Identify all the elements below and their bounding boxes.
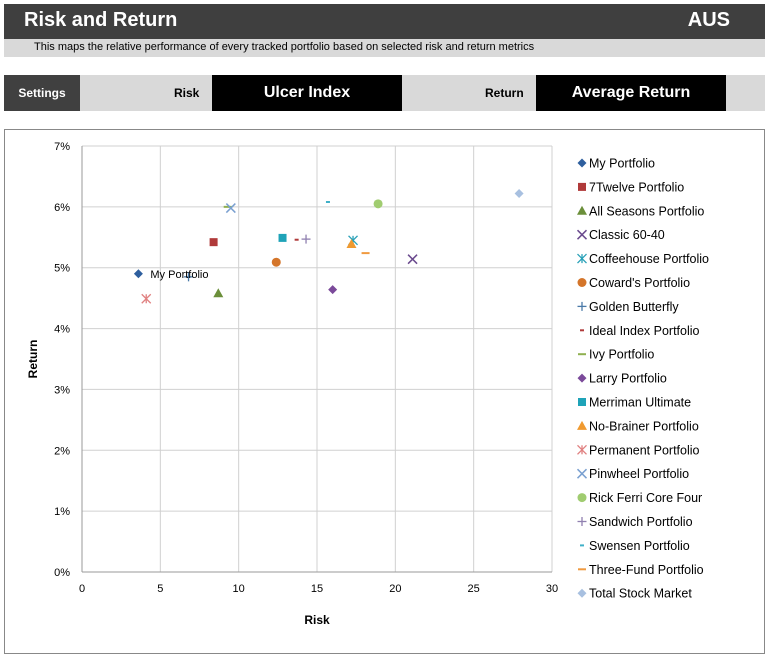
legend-marker-rick-ferri-core-four (577, 493, 587, 503)
legend-label-golden-butterfly: Golden Butterfly (589, 300, 679, 314)
data-point-permanent-portfolio (141, 293, 152, 304)
legend-label-merriman-ultimate: Merriman Ultimate (589, 396, 691, 410)
risk-label: Risk (174, 86, 200, 100)
legend-marker-larry-portfolio (577, 373, 587, 383)
data-point-all-seasons-portfolio (213, 288, 224, 298)
data-point-sandwich-portfolio (301, 234, 311, 244)
data-point-7twelve-portfolio (209, 238, 218, 247)
title-bar: Risk and Return AUS (4, 4, 765, 39)
legend-label-ivy-portfolio: Ivy Portfolio (589, 348, 654, 362)
legend-label-7twelve-portfolio: 7Twelve Portfolio (589, 180, 684, 194)
data-point-my-portfolio (133, 269, 143, 279)
data-point-merriman-ultimate (278, 233, 287, 242)
page-subtitle: This maps the relative performance of ev… (34, 41, 535, 53)
x-axis-title: Risk (304, 613, 330, 627)
risk-metric-select[interactable]: Ulcer Index (212, 75, 402, 111)
chart-frame: 0% 1% 2% 3% 4% 5% 6% 7% 0 5 10 15 20 25 30 Risk Return My… (4, 129, 765, 654)
legend-label-pinwheel-portfolio: Pinwheel Portfolio (589, 467, 689, 481)
x-tick-label: 5 (157, 583, 163, 595)
legend-marker-my-portfolio (577, 158, 587, 168)
legend-label-sandwich-portfolio: Sandwich Portfolio (589, 515, 693, 529)
legend-marker-no-brainer-portfolio (577, 420, 587, 430)
y-tick-label: 5% (54, 263, 70, 275)
y-tick-label: 2% (54, 445, 70, 457)
legend-label-permanent-portfolio: Permanent Portfolio (589, 443, 700, 457)
scatter-chart: 0% 1% 2% 3% 4% 5% 6% 7% 0 5 10 15 20 25 30 Risk Return My… (26, 141, 709, 627)
data-point-larry-portfolio (328, 285, 338, 295)
legend-label-all-seasons-portfolio: All Seasons Portfolio (589, 204, 704, 218)
x-tick-label: 0 (79, 583, 85, 595)
legend-marker-total-stock-market (577, 588, 587, 598)
legend-marker-coward-s-portfolio (577, 278, 587, 287)
data-point-total-stock-market (514, 188, 524, 198)
legend-marker-pinwheel-portfolio (576, 468, 588, 479)
y-tick-label: 0% (54, 567, 70, 579)
legend-marker-classic-60-40 (576, 229, 588, 240)
data-point-no-brainer-portfolio (346, 238, 357, 248)
page-title: Risk and Return (24, 9, 178, 31)
point-annotation: My Portfolio (150, 269, 208, 281)
legend-marker-all-seasons-portfolio (577, 205, 587, 215)
legend-label-ideal-index-portfolio: Ideal Index Portfolio (589, 324, 700, 338)
region-label: AUS (687, 9, 730, 31)
legend-label-swensen-portfolio: Swensen Portfolio (589, 539, 690, 553)
y-tick-label: 4% (54, 324, 70, 336)
x-tick-label: 25 (468, 583, 480, 595)
y-tick-label: 7% (54, 141, 70, 153)
y-tick-label: 6% (54, 202, 70, 214)
return-label: Return (485, 86, 524, 100)
data-point-rick-ferri-core-four (373, 199, 383, 209)
legend-marker-7twelve-portfolio (578, 182, 586, 191)
settings-button[interactable]: Settings (4, 75, 80, 111)
legend-marker-golden-butterfly (577, 301, 587, 311)
data-point-coward-s-portfolio (271, 257, 281, 267)
legend-label-coward-s-portfolio: Coward's Portfolio (589, 276, 690, 290)
legend-marker-sandwich-portfolio (577, 517, 587, 526)
legend-label-my-portfolio: My Portfolio (589, 157, 655, 171)
data-point-golden-butterfly (184, 272, 194, 282)
legend-label-classic-60-40: Classic 60-40 (589, 228, 665, 242)
settings-bar: Settings Risk Ulcer Index Return Average… (4, 75, 765, 111)
legend-label-no-brainer-portfolio: No-Brainer Portfolio (589, 419, 699, 433)
data-point-classic-60-40 (407, 254, 418, 265)
y-axis-title: Return (26, 340, 40, 379)
x-tick-label: 20 (389, 583, 401, 595)
legend-label-larry-portfolio: Larry Portfolio (589, 372, 667, 386)
legend-marker-merriman-ultimate (578, 398, 586, 406)
subtitle-bar: This maps the relative performance of ev… (4, 39, 765, 57)
x-tick-label: 30 (546, 583, 558, 595)
legend-marker-permanent-portfolio (577, 444, 587, 455)
legend-label-rick-ferri-core-four: Rick Ferri Core Four (589, 491, 702, 505)
y-tick-label: 1% (54, 506, 70, 518)
y-tick-label: 3% (54, 384, 70, 396)
legend-label-total-stock-market: Total Stock Market (589, 587, 692, 601)
legend-label-coffeehouse-portfolio: Coffeehouse Portfolio (589, 252, 709, 266)
x-tick-label: 10 (233, 583, 245, 595)
data-point-pinwheel-portfolio (225, 203, 236, 214)
legend-label-three-fund-portfolio: Three-Fund Portfolio (589, 563, 704, 577)
legend-marker-coffeehouse-portfolio (577, 253, 587, 264)
x-tick-label: 15 (311, 583, 323, 595)
return-metric-select[interactable]: Average Return (536, 75, 726, 111)
